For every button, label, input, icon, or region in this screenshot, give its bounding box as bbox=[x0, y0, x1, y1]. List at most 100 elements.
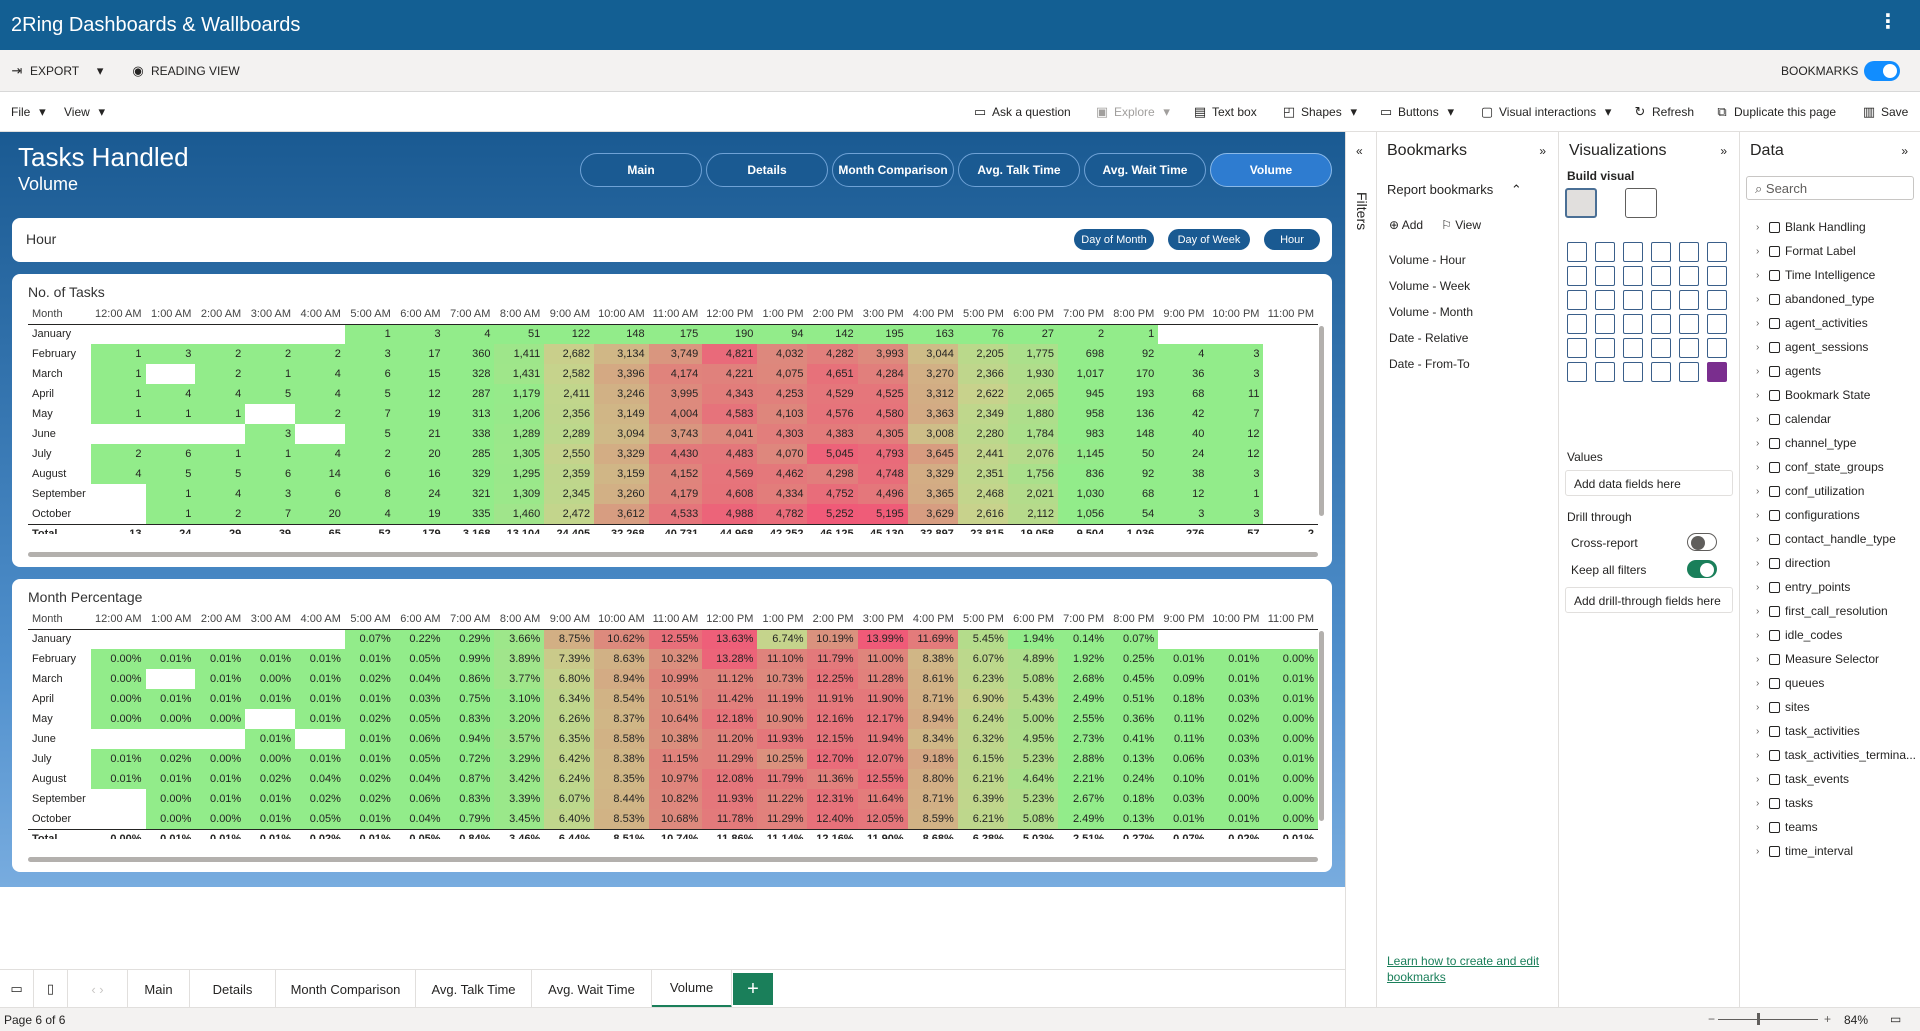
column-header-hour[interactable]: 3:00 PM bbox=[857, 304, 908, 325]
matrix-cell[interactable]: 0.01% bbox=[295, 709, 345, 729]
matrix-cell[interactable]: 0.01% bbox=[1263, 689, 1318, 709]
matrix-cell[interactable]: 5 bbox=[245, 384, 296, 404]
chevron-right-icon[interactable]: › bbox=[1756, 749, 1760, 761]
column-header-hour[interactable]: 8:00 PM bbox=[1108, 304, 1159, 325]
matrix-cell[interactable]: 4,430 bbox=[648, 444, 703, 464]
matrix-cell[interactable]: 6.32% bbox=[957, 729, 1008, 749]
bookmark-item[interactable]: Volume - Month bbox=[1389, 305, 1474, 319]
matrix-cell[interactable]: 11.64% bbox=[857, 789, 908, 809]
data-field-item[interactable]: › sites bbox=[1756, 700, 1916, 714]
tab-avg-wait-time[interactable]: Avg. Wait Time bbox=[532, 970, 652, 1008]
matrix-cell[interactable]: 285 bbox=[444, 444, 495, 464]
matrix-cell[interactable]: 12.31% bbox=[807, 789, 858, 809]
matrix-cell[interactable]: 321 bbox=[444, 484, 495, 504]
matrix-cell[interactable]: 8.71% bbox=[907, 789, 958, 809]
matrix-cell[interactable]: 3.77% bbox=[494, 669, 545, 689]
matrix-cell[interactable] bbox=[145, 364, 196, 384]
matrix-cell[interactable] bbox=[1263, 504, 1318, 524]
matrix-cell[interactable] bbox=[1208, 629, 1264, 649]
matrix-cell[interactable]: 4,221 bbox=[702, 364, 758, 384]
matrix-cell[interactable]: 5 bbox=[195, 464, 246, 484]
matrix-cell[interactable]: 2,616 bbox=[957, 504, 1008, 524]
matrix-cell[interactable]: 335 bbox=[444, 504, 495, 524]
bookmark-item[interactable]: Volume - Hour bbox=[1389, 253, 1466, 267]
matrix-cell[interactable]: 148 bbox=[594, 324, 649, 344]
bookmarks-toggle[interactable]: BOOKMARKS bbox=[1781, 61, 1901, 81]
hour-button[interactable]: Hour bbox=[1264, 229, 1320, 250]
chevron-right-icon[interactable]: › bbox=[1756, 269, 1760, 281]
matrix-cell[interactable]: 3,312 bbox=[907, 384, 958, 404]
column-header-hour[interactable]: 8:00 AM bbox=[494, 609, 545, 630]
matrix-cell[interactable]: 6.07% bbox=[544, 789, 595, 809]
matrix-cell[interactable]: 0.01% bbox=[1208, 669, 1264, 689]
matrix-cell[interactable]: 3,094 bbox=[594, 424, 649, 444]
matrix-cell[interactable]: 5.43% bbox=[1007, 689, 1059, 709]
data-field-item[interactable]: › conf_state_groups bbox=[1756, 460, 1916, 474]
column-header-hour[interactable]: 5:00 AM bbox=[344, 609, 395, 630]
matrix-cell[interactable]: 0.07% bbox=[1108, 629, 1159, 649]
matrix-cell[interactable]: 11.20% bbox=[702, 729, 758, 749]
matrix-cell[interactable]: 3,134 bbox=[594, 344, 649, 364]
matrix-cell[interactable]: 0.01% bbox=[195, 769, 246, 789]
matrix-cell[interactable]: 0.01% bbox=[1208, 809, 1264, 829]
data-field-item[interactable]: › contact_handle_type bbox=[1756, 532, 1916, 546]
data-field-item[interactable]: › agent_activities bbox=[1756, 316, 1916, 330]
matrix-cell[interactable]: 13.28% bbox=[702, 649, 758, 669]
matrix-cell[interactable] bbox=[1263, 424, 1318, 444]
matrix-cell[interactable]: 3,329 bbox=[594, 444, 649, 464]
matrix-cell[interactable]: 0.01% bbox=[195, 789, 246, 809]
matrix-cell[interactable]: 6.23% bbox=[957, 669, 1008, 689]
matrix-cell[interactable]: 11.28% bbox=[857, 669, 908, 689]
matrix-cell[interactable]: 5,195 bbox=[857, 504, 908, 524]
matrix-cell[interactable]: 0.01% bbox=[245, 729, 296, 749]
column-header-hour[interactable]: 7:00 PM bbox=[1058, 609, 1109, 630]
matrix-cell[interactable]: 5.23% bbox=[1007, 789, 1059, 809]
matrix-cell[interactable]: 4 bbox=[344, 504, 395, 524]
day-of-week-button[interactable]: Day of Week bbox=[1168, 229, 1250, 250]
matrix-cell[interactable]: 7 bbox=[1208, 404, 1264, 424]
visual-type-icon[interactable] bbox=[1595, 290, 1615, 310]
data-field-item[interactable]: › direction bbox=[1756, 556, 1916, 570]
matrix-cell[interactable] bbox=[295, 324, 345, 344]
matrix-cell[interactable]: 2,550 bbox=[544, 444, 595, 464]
matrix-cell[interactable]: 0.04% bbox=[394, 809, 445, 829]
matrix-cell[interactable]: 4,032 bbox=[757, 344, 808, 364]
visual-type-icon[interactable] bbox=[1651, 290, 1671, 310]
matrix-cell[interactable]: 3.42% bbox=[494, 769, 545, 789]
matrix-cell[interactable]: 1 bbox=[1208, 484, 1264, 504]
matrix-cell[interactable]: 11.42% bbox=[702, 689, 758, 709]
matrix-cell[interactable] bbox=[1263, 484, 1318, 504]
column-header-hour[interactable]: 2:00 PM bbox=[807, 304, 858, 325]
matrix-cell[interactable]: 6.21% bbox=[957, 809, 1008, 829]
matrix-cell[interactable]: 4,651 bbox=[807, 364, 858, 384]
matrix-cell[interactable]: 175 bbox=[648, 324, 703, 344]
matrix-cell[interactable]: 11.93% bbox=[757, 729, 808, 749]
matrix-cell[interactable]: 3 bbox=[344, 344, 395, 364]
matrix-cell[interactable]: 0.00% bbox=[1208, 789, 1264, 809]
matrix-cell[interactable]: 24 bbox=[1158, 444, 1209, 464]
matrix-cell[interactable]: 10.25% bbox=[757, 749, 808, 769]
matrix-cell[interactable]: 5.08% bbox=[1007, 669, 1059, 689]
matrix-cell[interactable]: 0.01% bbox=[195, 669, 246, 689]
matrix-cell[interactable]: 1,309 bbox=[494, 484, 545, 504]
matrix-cell[interactable]: 5 bbox=[344, 384, 395, 404]
matrix-cell[interactable]: 4 bbox=[145, 384, 196, 404]
matrix-cell[interactable]: 2,622 bbox=[957, 384, 1008, 404]
matrix-cell[interactable]: 3 bbox=[245, 424, 296, 444]
matrix-cell[interactable]: 0.87% bbox=[444, 769, 495, 789]
keep-filters-toggle[interactable] bbox=[1687, 560, 1717, 578]
matrix-cell[interactable] bbox=[1263, 384, 1318, 404]
percentage-matrix[interactable]: Month 12:00 AM 1:00 AM 2:00 AM 3:00 AM 4:00 A… bbox=[28, 609, 1318, 839]
matrix-cell[interactable]: 2,441 bbox=[957, 444, 1008, 464]
matrix-cell[interactable]: 313 bbox=[444, 404, 495, 424]
vertical-scrollbar[interactable] bbox=[1319, 326, 1324, 516]
chevron-right-icon[interactable]: › bbox=[1756, 797, 1760, 809]
matrix-cell[interactable]: 15 bbox=[394, 364, 445, 384]
matrix-cell[interactable]: 11.19% bbox=[757, 689, 808, 709]
row-header-month[interactable]: May bbox=[28, 709, 92, 729]
matrix-cell[interactable]: 0.01% bbox=[91, 769, 146, 789]
tab-avg-talk-time[interactable]: Avg. Talk Time bbox=[416, 970, 532, 1008]
matrix-cell[interactable]: 8.35% bbox=[594, 769, 649, 789]
matrix-cell[interactable]: 2 bbox=[195, 344, 246, 364]
matrix-cell[interactable]: 10.82% bbox=[648, 789, 703, 809]
